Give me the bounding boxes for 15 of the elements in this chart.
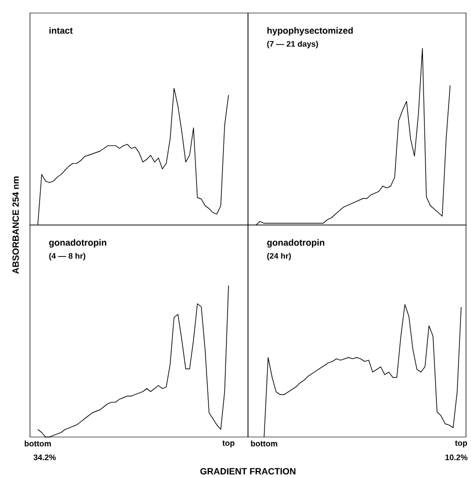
x-tick-label: bottom	[24, 440, 51, 446]
text: 34.2%	[34, 454, 56, 460]
y-axis-title: ABSORBANCE 254 nm	[12, 176, 19, 274]
chart-subtitle: (24 hr)	[267, 252, 291, 260]
x-tick-label: top	[455, 440, 468, 448]
chart-subtitle: (4 — 8 hr)	[49, 252, 86, 260]
chart-title: intact	[49, 27, 73, 34]
x-axis-title: GRADIENT FRACTION	[200, 468, 296, 474]
chart-title: gonadotropin	[49, 239, 106, 248]
chart-title: hypophysectomized	[267, 27, 353, 36]
text: 10.2%	[445, 454, 468, 460]
chart-title: gonadotropin	[267, 239, 324, 248]
x-tick-label: top	[222, 440, 234, 448]
chart-subtitle: (7 — 21 days)	[267, 40, 318, 48]
x-tick-label: bottom	[251, 440, 278, 446]
